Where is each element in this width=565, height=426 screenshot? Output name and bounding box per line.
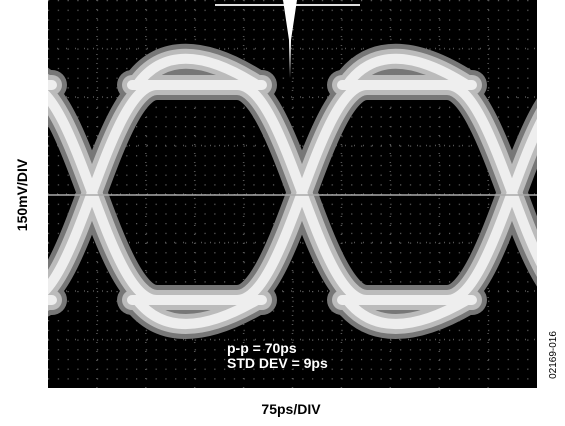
eye-diagram: p-p = 70ps STD DEV = 9ps 150mV/DIV 75ps/… bbox=[0, 0, 565, 426]
figure-id: 02169-016 bbox=[548, 331, 559, 379]
eye-trace bbox=[0, 300, 47, 324]
eye-trace bbox=[0, 300, 47, 324]
annotation: p-p = 70ps bbox=[227, 340, 297, 356]
eye-trace bbox=[557, 59, 565, 85]
eye-trace bbox=[0, 59, 47, 85]
eye-trace bbox=[557, 300, 565, 324]
eye-trace bbox=[557, 300, 565, 324]
eye-trace bbox=[557, 59, 565, 85]
annotation: STD DEV = 9ps bbox=[227, 355, 328, 371]
y-axis-label: 150mV/DIV bbox=[14, 158, 30, 231]
eye-trace bbox=[0, 59, 47, 85]
x-axis-label: 75ps/DIV bbox=[261, 401, 321, 417]
eye-trace bbox=[557, 300, 565, 324]
eye-trace bbox=[0, 300, 47, 324]
eye-trace bbox=[0, 59, 47, 85]
eye-trace bbox=[557, 59, 565, 85]
